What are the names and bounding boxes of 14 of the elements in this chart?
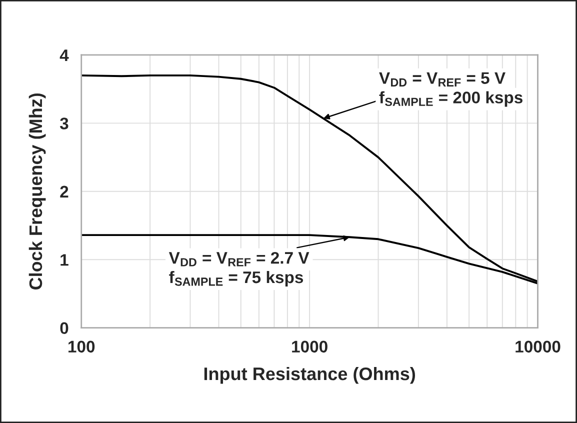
y-tick-label: 2 [60,186,68,198]
y-axis-title: Clock Frequency (Mhz) [28,93,46,290]
annotation: f$_{SAMPLE}$ = 200 ksps [379,91,522,107]
x-tick-label: 1000 [292,340,328,353]
annotation: V$_{DD}$ = V$_{REF}$ = 2.7 V [168,252,310,266]
annotation: f$_{SAMPLE}$ = 75 ksps [169,270,304,287]
annotation: V$_{DD}$ = V$_{REF}$ = 5 V [379,72,506,86]
y-tick-label: 3 [60,118,68,130]
x-axis-title: Input Resistance (Ohms) [204,366,416,384]
y-tick-label: 0 [60,322,68,334]
x-tick-label: 10000 [516,340,560,353]
y-tick-label: 4 [60,50,69,62]
y-tick-label: 1 [60,254,68,266]
x-tick-label: 100 [68,340,95,353]
